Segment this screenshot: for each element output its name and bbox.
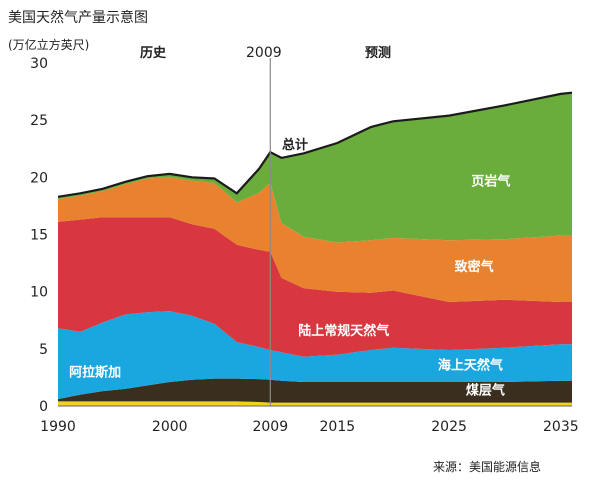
series-label-3: 海上天然气 — [438, 357, 503, 373]
series-label-5: 致密气 — [455, 259, 494, 275]
area-series-3 — [58, 311, 572, 400]
y-axis-unit: (万亿立方英尺) — [8, 37, 89, 52]
divider-year-label: 2009 — [246, 45, 282, 61]
y-tick-label: 5 — [39, 342, 48, 358]
total-line — [57, 91, 573, 198]
total-label: 总计 — [282, 137, 308, 153]
y-tick-label: 10 — [30, 285, 48, 301]
series-label-1: 阿拉斯加 — [69, 364, 121, 380]
x-tick-label: 2000 — [152, 419, 188, 435]
area-series-6 — [58, 92, 572, 243]
history-label: 历史 — [140, 45, 167, 61]
x-tick-label: 1990 — [40, 419, 76, 435]
chart-title: 美国天然气产量示意图 — [8, 9, 148, 26]
x-tick-label: 2015 — [320, 419, 356, 435]
y-tick-label: 25 — [30, 113, 48, 129]
y-tick-label: 20 — [30, 170, 48, 186]
total-layer — [57, 91, 573, 198]
y-tick-label: 0 — [39, 399, 48, 415]
y-tick-label: 30 — [30, 56, 48, 72]
series-label-2: 煤层气 — [466, 383, 505, 399]
areas-layer — [58, 92, 572, 406]
source-note: 来源：美国能源信息 — [433, 459, 541, 474]
forecast-label: 预测 — [365, 45, 391, 61]
series-label-4: 陆上常规天然气 — [298, 323, 389, 339]
area-series-5 — [58, 177, 572, 302]
series-label-6: 页岩气 — [471, 173, 510, 189]
x-tick-label: 2035 — [543, 419, 579, 435]
x-tick-label: 2009 — [252, 419, 288, 435]
y-tick-label: 15 — [30, 228, 48, 244]
x-tick-label: 2025 — [431, 419, 467, 435]
area-series-2 — [58, 378, 572, 403]
area-series-4 — [58, 217, 572, 357]
area-series-1 — [58, 401, 572, 406]
